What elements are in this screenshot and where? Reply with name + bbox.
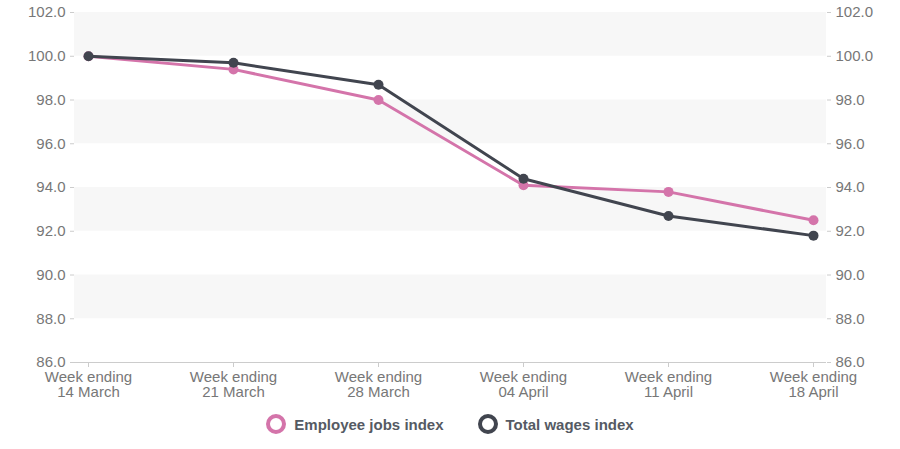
svg-text:Week ending28 March: Week ending28 March [335,368,422,400]
svg-text:90.0: 90.0 [36,266,65,283]
svg-text:96.0: 96.0 [836,135,865,152]
html-text:Employee jobs index: Employee jobs index [294,415,444,433]
svg-text:Week ending04 April: Week ending04 April [480,368,567,400]
svg-text:102.0: 102.0 [28,3,66,20]
svg-text:88.0: 88.0 [836,310,865,327]
svg-text:100.0: 100.0 [28,47,66,64]
svg-text:92.0: 92.0 [36,222,65,239]
svg-text:86.0: 86.0 [36,353,66,371]
svg-text:100.0: 100.0 [836,47,874,64]
svg-text:Week ending21 March: Week ending21 March [190,368,277,400]
svg-text:Week ending18 April: Week ending18 April [770,368,857,400]
svg-text:86.0: 86.0 [835,353,865,371]
svg-text:102.0: 102.0 [836,3,874,20]
svg-text:96.0: 96.0 [36,135,65,152]
html-text:Total wages index: Total wages index [505,415,634,433]
svg-text:Week ending14 March: Week ending14 March [45,368,132,400]
svg-text:98.0: 98.0 [836,91,865,108]
svg-text:88.0: 88.0 [36,310,65,327]
svg-text:94.0: 94.0 [836,178,865,195]
svg-text:94.0: 94.0 [36,178,65,195]
svg-text:90.0: 90.0 [836,266,865,283]
svg-text:92.0: 92.0 [836,222,865,239]
svg-text:Week ending11 April: Week ending11 April [625,368,712,400]
svg-text:98.0: 98.0 [36,91,65,108]
